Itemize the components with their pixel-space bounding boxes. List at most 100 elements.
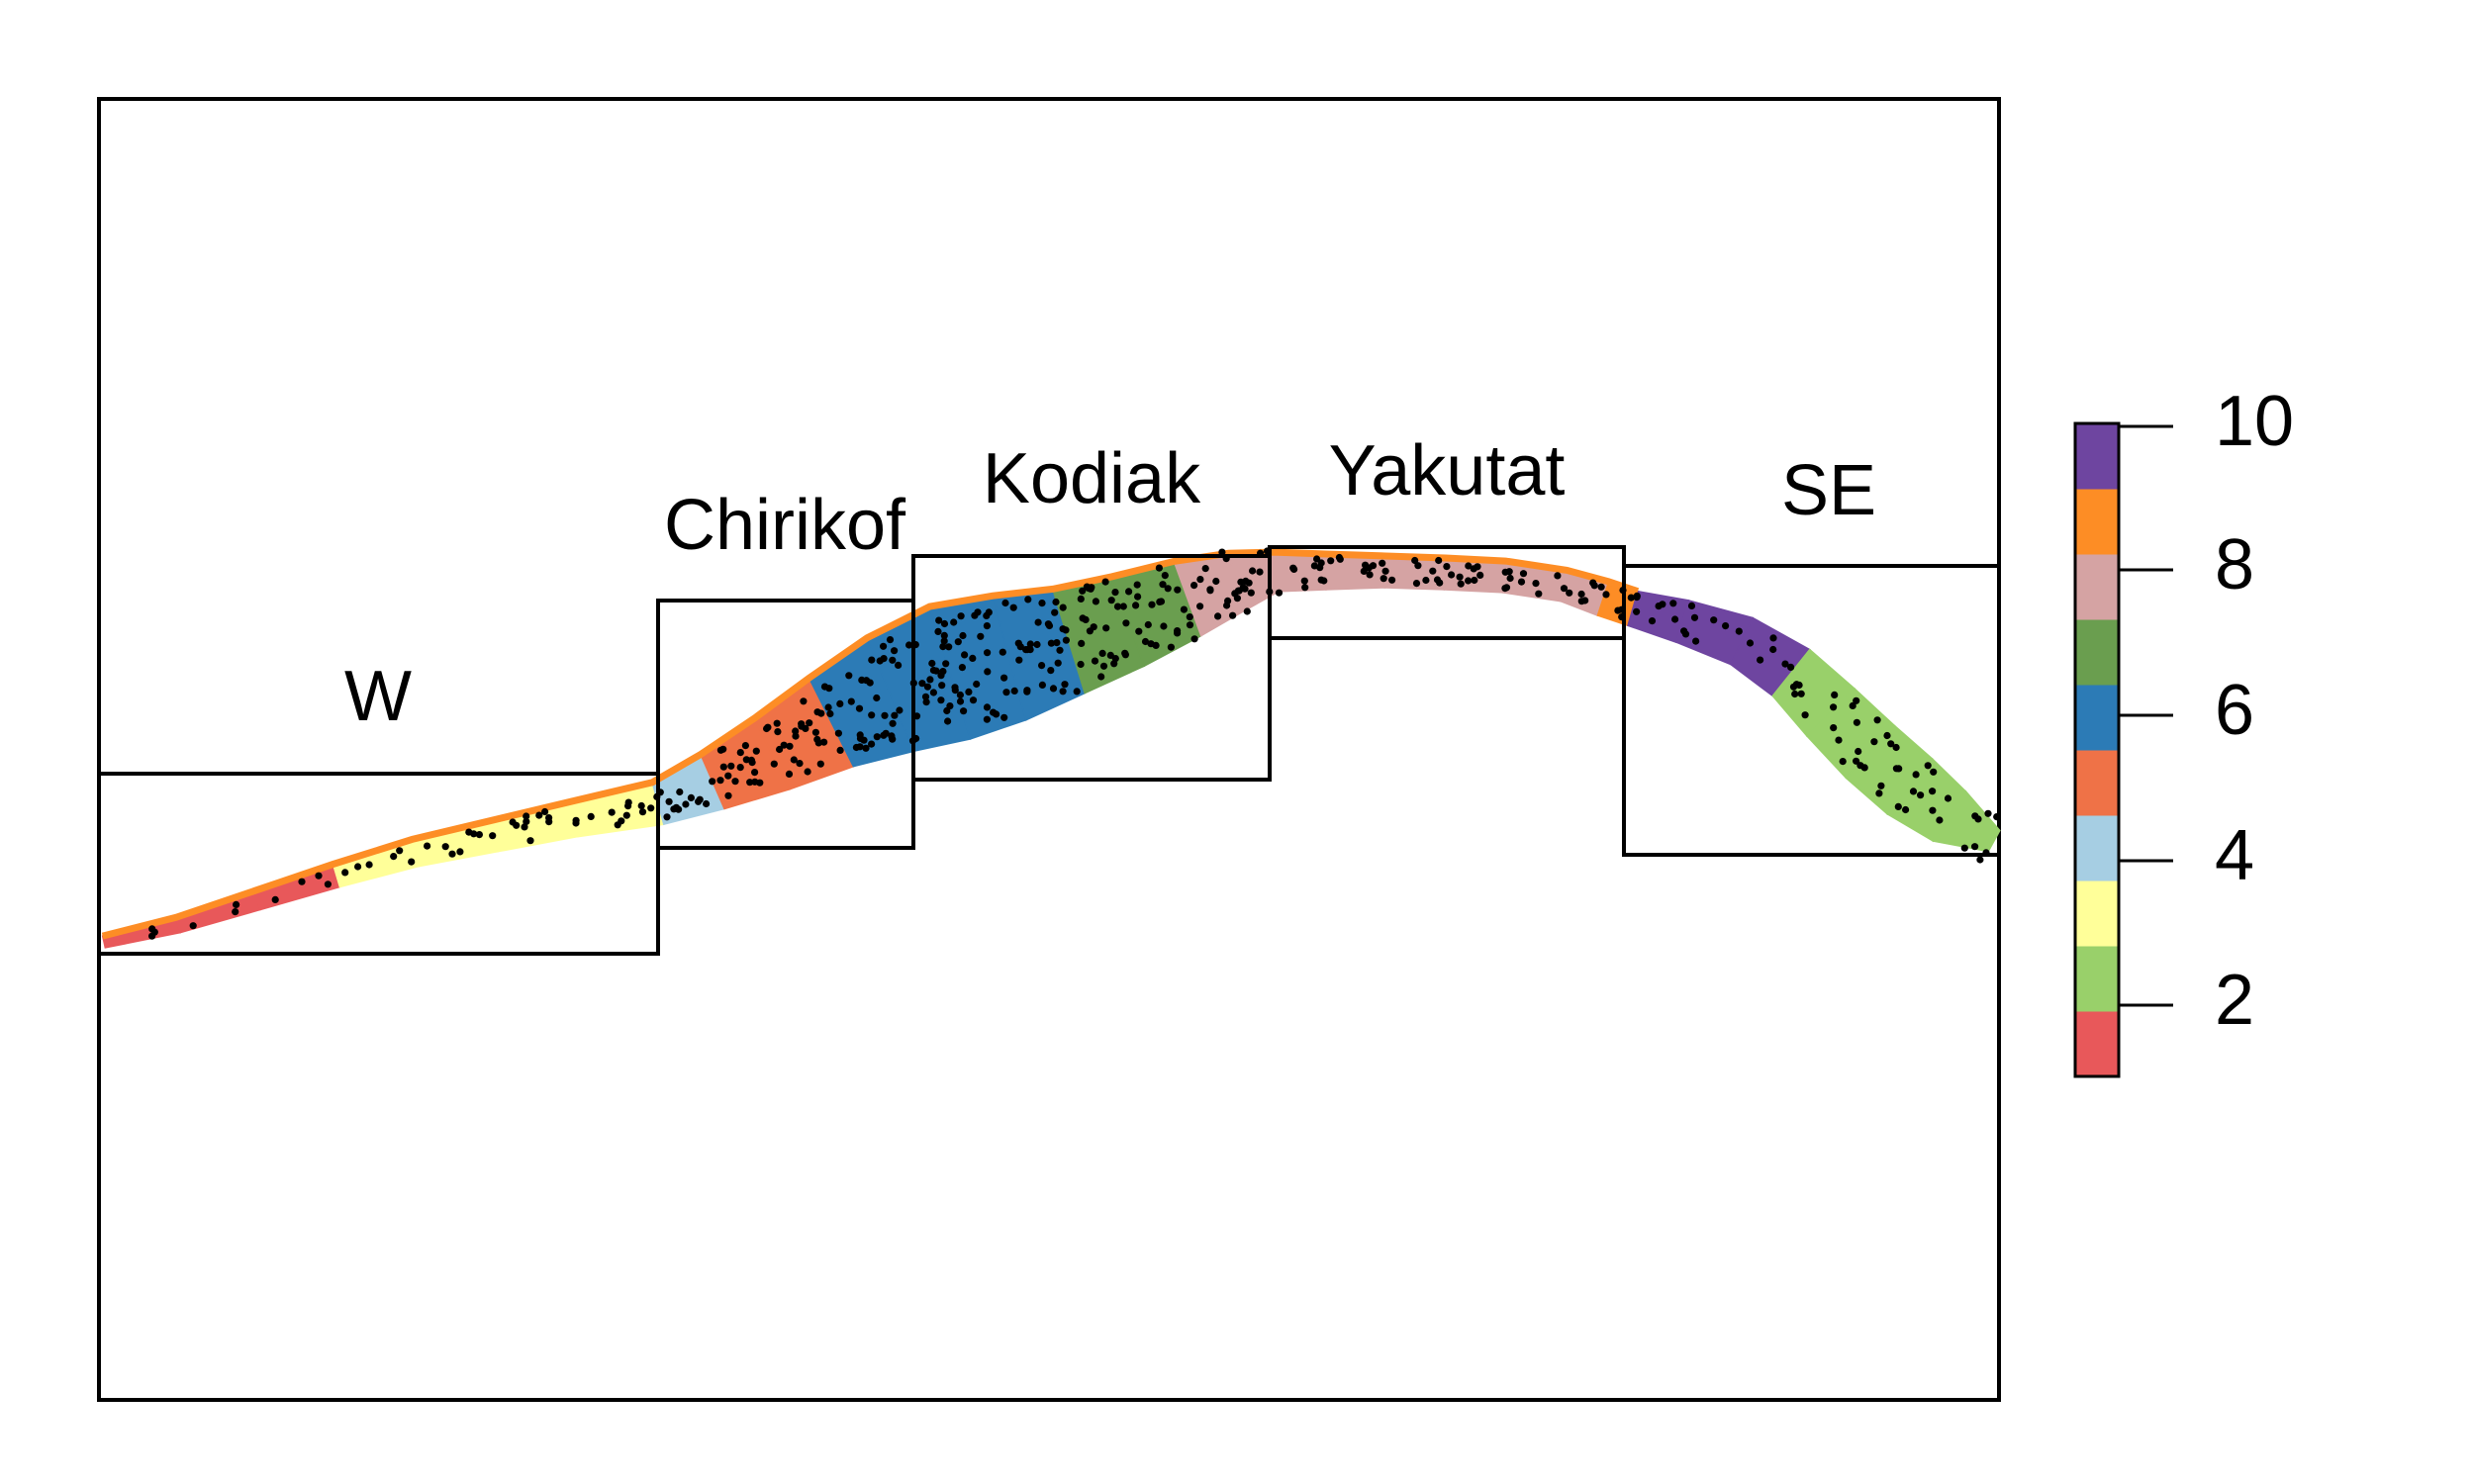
survey-point	[993, 710, 1000, 718]
survey-point	[929, 689, 938, 696]
survey-point	[535, 811, 543, 819]
survey-point	[940, 619, 949, 628]
survey-point	[724, 791, 732, 799]
survey-point	[1111, 655, 1119, 663]
survey-point	[860, 736, 868, 744]
survey-point	[943, 706, 951, 715]
survey-point	[1976, 856, 1984, 864]
survey-point	[918, 680, 926, 688]
survey-point	[1448, 571, 1456, 579]
survey-point	[940, 637, 948, 645]
survey-point	[1560, 585, 1569, 593]
survey-point	[969, 696, 978, 704]
survey-point	[1787, 663, 1795, 672]
survey-point	[1883, 731, 1891, 740]
survey-point	[1052, 598, 1060, 606]
survey-point	[1474, 563, 1481, 571]
survey-point	[1180, 605, 1188, 613]
survey-point	[521, 823, 528, 831]
survey-point	[1014, 639, 1022, 647]
colorbar-tick-label-4: 4	[2215, 816, 2254, 895]
survey-point	[965, 688, 973, 696]
shelf-area-segment	[1325, 553, 1387, 591]
survey-point	[1860, 764, 1868, 772]
survey-point	[1085, 585, 1093, 593]
survey-point	[792, 732, 800, 740]
survey-point	[958, 664, 967, 672]
survey-point	[724, 772, 732, 780]
survey-point	[999, 648, 1006, 656]
survey-point	[1059, 688, 1067, 696]
survey-point	[868, 740, 876, 748]
survey-point	[895, 661, 903, 670]
survey-point	[923, 683, 932, 691]
survey-point	[1102, 624, 1110, 632]
survey-point	[1501, 568, 1509, 576]
survey-point	[271, 895, 279, 904]
survey-point	[1633, 592, 1641, 601]
survey-point	[1849, 701, 1856, 710]
survey-point	[1412, 580, 1421, 588]
survey-point	[806, 719, 813, 727]
survey-point	[1335, 553, 1343, 562]
survey-point	[1912, 771, 1920, 779]
survey-point	[1388, 576, 1396, 584]
survey-point	[1627, 594, 1635, 602]
colorbar-swatch-1	[2075, 1011, 2119, 1077]
survey-point	[1022, 646, 1030, 654]
survey-point	[1710, 616, 1718, 624]
colorbar-swatch-9	[2075, 489, 2119, 555]
survey-point	[424, 842, 431, 850]
colorbar-tick-label-2: 2	[2215, 961, 2254, 1040]
region-box-se	[1622, 564, 1999, 857]
survey-point	[1411, 556, 1419, 565]
survey-point	[1577, 590, 1585, 599]
survey-point	[1092, 598, 1099, 605]
survey-point	[770, 760, 778, 768]
survey-point	[1186, 621, 1194, 629]
survey-point	[1894, 802, 1902, 811]
survey-point	[939, 643, 947, 651]
survey-point	[862, 677, 871, 685]
survey-point	[935, 616, 943, 624]
survey-point	[1174, 627, 1182, 635]
survey-point	[624, 802, 632, 810]
survey-point	[1233, 595, 1241, 603]
survey-point	[716, 777, 724, 785]
survey-point	[1554, 572, 1562, 580]
survey-point	[587, 812, 595, 821]
survey-point	[929, 666, 938, 675]
region-label-chirikof: Chirikof	[664, 486, 906, 565]
survey-point	[1243, 607, 1251, 615]
colorbar-ticks	[2119, 424, 2173, 1007]
survey-point	[1502, 584, 1511, 592]
region-label-w: W	[344, 657, 412, 736]
survey-point	[523, 812, 530, 820]
survey-point	[365, 861, 373, 869]
survey-point	[983, 622, 992, 630]
survey-point	[1735, 627, 1743, 635]
survey-point	[1091, 657, 1099, 665]
survey-point	[545, 814, 553, 822]
survey-point	[1830, 703, 1838, 711]
colorbar-swatch-5	[2075, 750, 2119, 816]
survey-point	[1757, 656, 1764, 664]
shelf-area-segment	[1932, 789, 2001, 853]
survey-point	[820, 738, 828, 746]
survey-point	[1519, 570, 1528, 578]
survey-point	[1132, 602, 1140, 609]
survey-point	[1517, 578, 1526, 586]
survey-point	[233, 900, 240, 909]
survey-point	[1797, 690, 1805, 697]
survey-point	[441, 843, 449, 851]
survey-point	[489, 832, 497, 840]
survey-point	[800, 697, 808, 705]
survey-point	[315, 872, 323, 880]
colorbar-tick-label-10: 10	[2215, 382, 2294, 461]
survey-point	[1024, 596, 1032, 603]
survey-point	[786, 742, 794, 750]
survey-point	[1839, 758, 1847, 766]
survey-point	[792, 727, 800, 735]
survey-point	[663, 813, 671, 821]
survey-point	[1015, 656, 1023, 664]
